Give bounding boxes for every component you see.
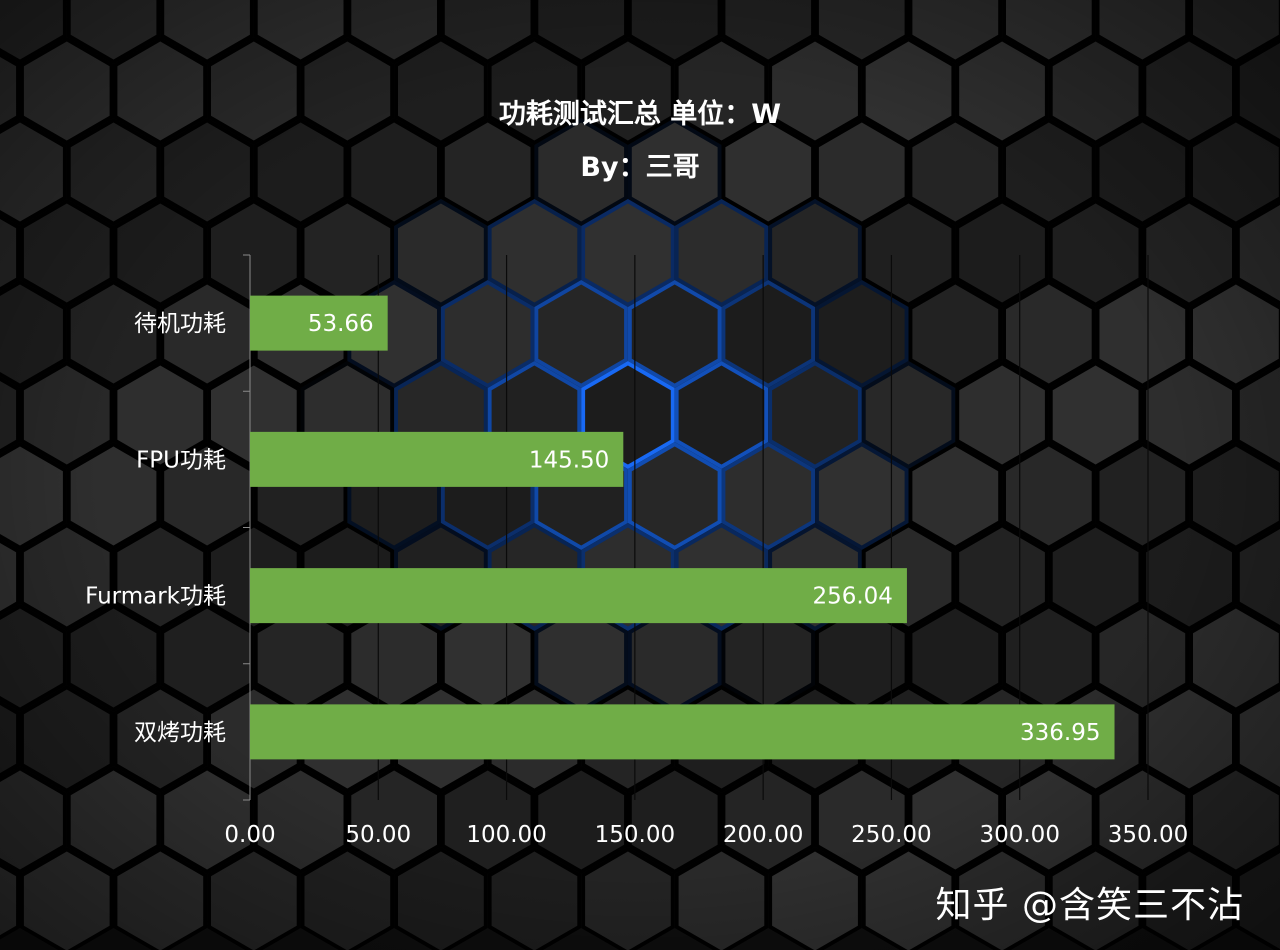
category-label: Furmark功耗 xyxy=(85,584,226,610)
x-tick-label: 150.00 xyxy=(595,822,675,848)
x-tick-label: 300.00 xyxy=(979,822,1059,848)
x-tick-labels: 0.00 50.00 100.00 150.00 200.00 250.00 300.00 3… xyxy=(224,822,1188,848)
x-tick-label: 100.00 xyxy=(466,822,546,848)
data-label: 53.66 xyxy=(308,311,374,337)
watermark: 知乎 @含笑三不沾 xyxy=(935,885,1244,926)
y-axis xyxy=(243,254,251,801)
chart-title: 功耗测试汇总 单位：W xyxy=(498,99,782,130)
category-label: 双烤功耗 xyxy=(134,720,226,746)
bar xyxy=(250,431,624,487)
bar xyxy=(250,704,1115,760)
x-tick-label: 350.00 xyxy=(1108,822,1188,848)
x-tick-label: 0.00 xyxy=(224,822,275,848)
x-tick-label: 250.00 xyxy=(851,822,931,848)
category-label: FPU功耗 xyxy=(136,447,226,473)
chart-subtitle: By：三哥 xyxy=(580,152,700,183)
data-label: 145.50 xyxy=(529,447,609,473)
data-label: 336.95 xyxy=(1020,720,1100,746)
data-label: 256.04 xyxy=(812,584,892,610)
category-label: 待机功耗 xyxy=(134,311,226,337)
bar xyxy=(250,568,907,624)
bar xyxy=(250,295,388,351)
bars: 53.66 145.50 256.04 336.95 xyxy=(250,295,1115,760)
x-tick-label: 200.00 xyxy=(723,822,803,848)
x-tick-label: 50.00 xyxy=(345,822,411,848)
